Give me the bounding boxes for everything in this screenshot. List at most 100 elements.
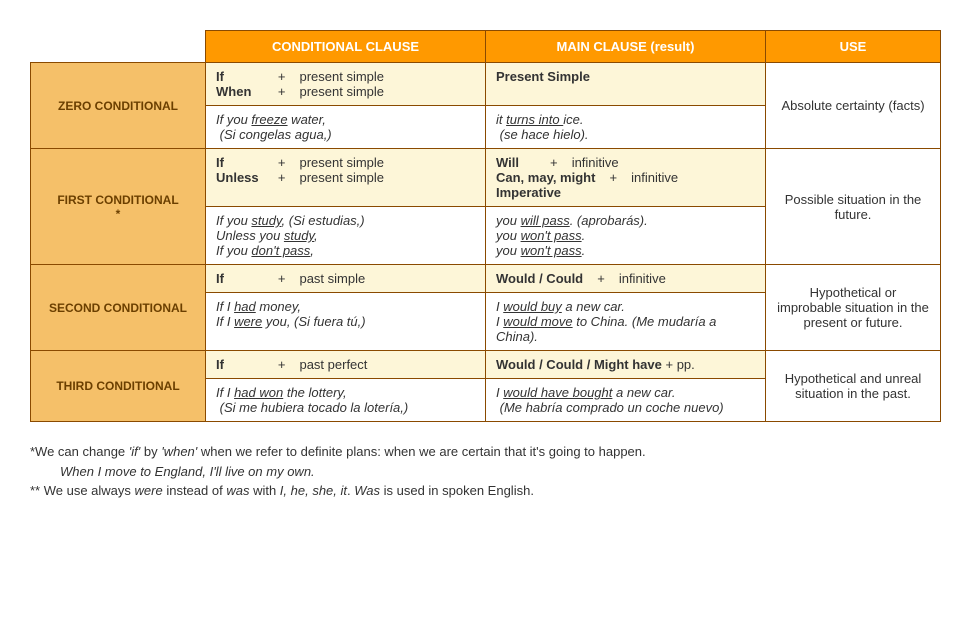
plus-icon: + [594, 271, 608, 286]
text: were [234, 314, 262, 329]
tense: infinitive [631, 170, 678, 185]
second-cond-example: If I had money, If I were you, (Si fuera… [206, 293, 486, 351]
row-label-zero: ZERO CONDITIONAL [31, 63, 206, 149]
second-cond-formula: If + past simple [206, 265, 486, 293]
text: If you [216, 213, 251, 228]
text: . [582, 243, 586, 258]
text: 'when' [161, 444, 197, 459]
zero-use: Absolute certainty (facts) [766, 63, 941, 149]
translation: (se hace hielo). [500, 127, 589, 142]
text: , [314, 228, 318, 243]
text: water, [288, 112, 326, 127]
footnote-1: *We can change 'if' by 'when' when we re… [30, 442, 933, 462]
tense: past perfect [299, 357, 367, 372]
text: is used in spoken English. [380, 483, 534, 498]
second-use: Hypothetical or improbable situation in … [766, 265, 941, 351]
plus-icon: + [275, 155, 289, 170]
kw-imperative: Imperative [496, 185, 561, 200]
text: . [582, 228, 586, 243]
text: If I [216, 314, 234, 329]
first-cond-formula: If + present simple Unless + present sim… [206, 149, 486, 207]
third-main-example: I would have bought a new car. (Me habrí… [486, 379, 766, 422]
text: won't pass [521, 228, 582, 243]
text: by [140, 444, 161, 459]
plus-icon: + [275, 357, 289, 372]
kw-if: If [216, 69, 271, 84]
plus-icon: + [275, 271, 289, 286]
text: with [249, 483, 279, 498]
third-cond-formula: If + past perfect [206, 351, 486, 379]
third-main-formula: Would / Could / Might have + pp. [486, 351, 766, 379]
text: I, he, she, it [280, 483, 347, 498]
zero-main-formula: Present Simple [486, 63, 766, 106]
tense: infinitive [619, 271, 666, 286]
kw-would: Would / Could [496, 271, 583, 286]
header-use: USE [766, 31, 941, 63]
text: Unless you [216, 228, 284, 243]
text: would buy [503, 299, 562, 314]
plus-icon: + [275, 69, 289, 84]
text: , (Si estudias,) [282, 213, 365, 228]
text: instead of [163, 483, 227, 498]
zero-main-example: it turns into ice. (se hace hielo). [486, 106, 766, 149]
text: If I [216, 385, 234, 400]
text: would move [503, 314, 572, 329]
second-main-example: I would buy a new car. I would move to C… [486, 293, 766, 351]
text: study [284, 228, 314, 243]
text: would have bought [503, 385, 612, 400]
row-label-third: THIRD CONDITIONAL [31, 351, 206, 422]
footnotes: *We can change 'if' by 'when' when we re… [30, 442, 933, 501]
text: ice. [563, 112, 583, 127]
kw-unless: Unless [216, 170, 271, 185]
text: when we refer to definite plans: when we… [197, 444, 645, 459]
kw-will: Will [496, 155, 536, 170]
text: If you [216, 243, 251, 258]
tense: Present Simple [496, 69, 590, 84]
text: it [496, 112, 506, 127]
label: FIRST CONDITIONAL [57, 193, 178, 207]
text: If you [216, 112, 251, 127]
first-cond-example: If you study, (Si estudias,) Unless you … [206, 207, 486, 265]
corner-cell [31, 31, 206, 63]
text: you [496, 213, 521, 228]
conditionals-table: CONDITIONAL CLAUSE MAIN CLAUSE (result) … [30, 30, 941, 422]
translation: (Si me hubiera tocado la lotería,) [220, 400, 409, 415]
third-cond-example: If I had won the lottery, (Si me hubiera… [206, 379, 486, 422]
text: freeze [251, 112, 287, 127]
footnote-1-example: When I move to England, I'll live on my … [30, 462, 933, 482]
plus-icon: + [275, 170, 289, 185]
third-use: Hypothetical and unreal situation in the… [766, 351, 941, 422]
text: . (aprobarás). [570, 213, 648, 228]
text: were [135, 483, 163, 498]
text: will pass [521, 213, 570, 228]
text: was [226, 483, 249, 498]
zero-cond-example: If you freeze water, (Si congelas agua,) [206, 106, 486, 149]
plus-icon: + [606, 170, 620, 185]
kw-modals: Can, may, might [496, 170, 595, 185]
text: turns into [506, 112, 563, 127]
text: ** We use always [30, 483, 135, 498]
text: you, (Si fuera tú,) [262, 314, 365, 329]
second-main-formula: Would / Could + infinitive [486, 265, 766, 293]
plus-icon: + [547, 155, 561, 170]
text: , [310, 243, 314, 258]
tense: present simple [299, 84, 384, 99]
text: study [251, 213, 281, 228]
text: 'if' [129, 444, 140, 459]
text: the lottery, [283, 385, 346, 400]
row-label-second: SECOND CONDITIONAL [31, 265, 206, 351]
translation: (Me habría comprado un coche nuevo) [500, 400, 724, 415]
tense: present simple [299, 155, 384, 170]
tense: past simple [299, 271, 365, 286]
tense: present simple [299, 170, 384, 185]
text: won't pass [521, 243, 582, 258]
tense: infinitive [572, 155, 619, 170]
text: money, [256, 299, 301, 314]
text: Was [354, 483, 380, 498]
header-main: MAIN CLAUSE (result) [486, 31, 766, 63]
first-main-formula: Will + infinitive Can, may, might + infi… [486, 149, 766, 207]
footnote-2: ** We use always were instead of was wit… [30, 481, 933, 501]
first-main-example: you will pass. (aprobarás). you won't pa… [486, 207, 766, 265]
text: If I [216, 299, 234, 314]
kw-if: If [216, 357, 271, 372]
